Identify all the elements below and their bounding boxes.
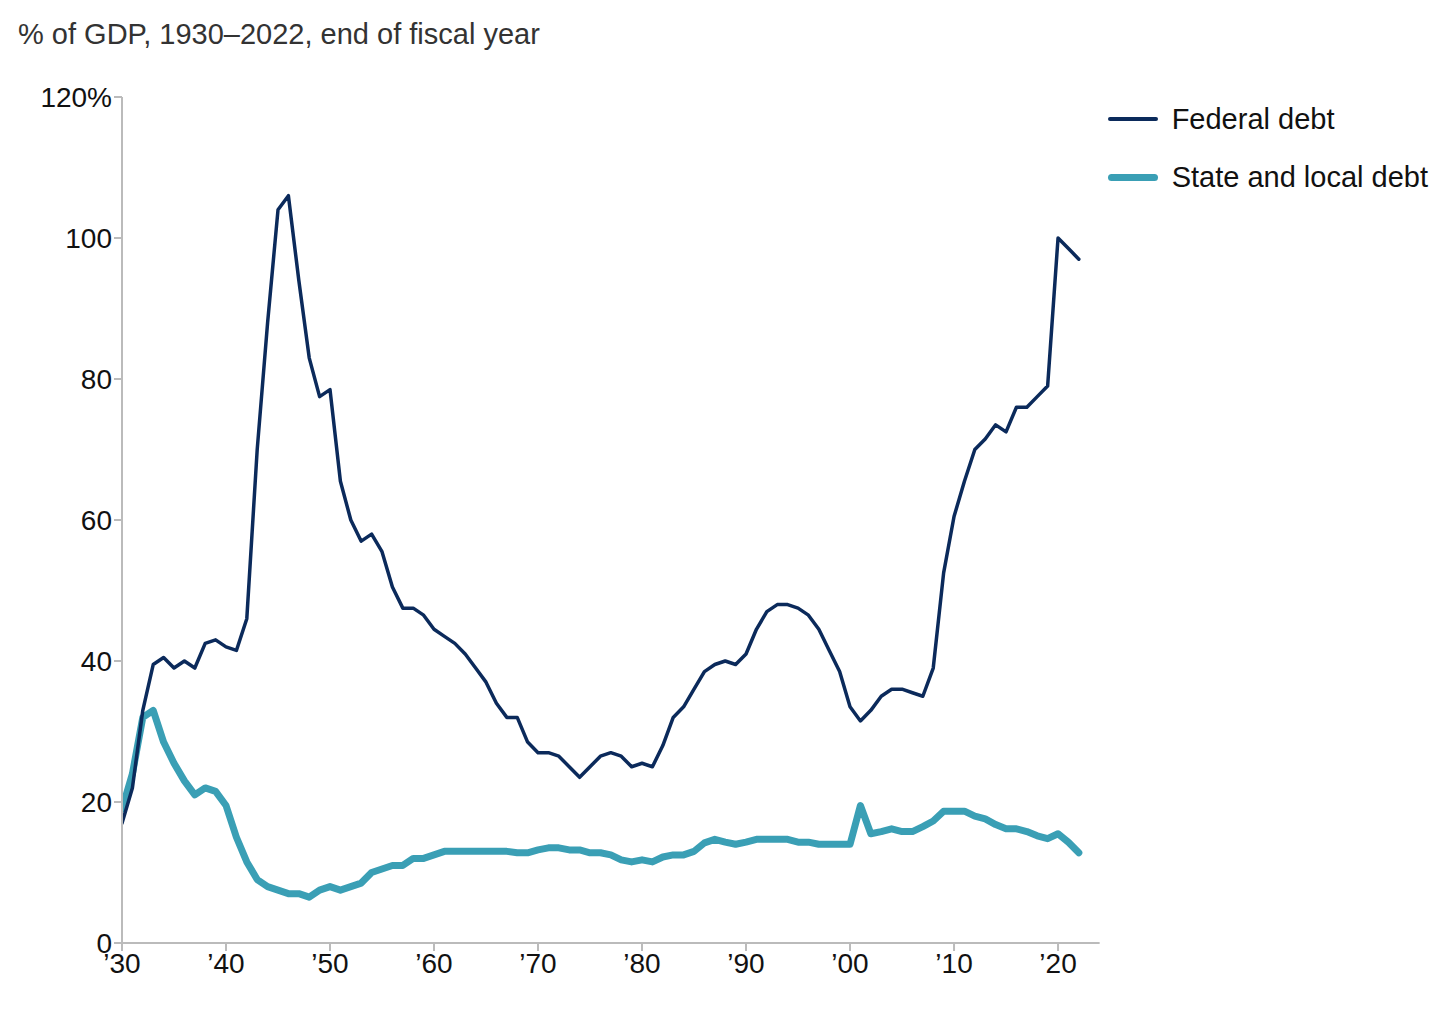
html-text:Federal debt: Federal debt (1171, 102, 1335, 135)
svg-text:’40: ’40 (207, 948, 244, 979)
svg-text:’90: ’90 (727, 948, 764, 979)
svg-text:’80: ’80 (623, 948, 660, 979)
svg-text:’10: ’10 (935, 948, 972, 979)
svg-text:’70: ’70 (519, 948, 556, 979)
svg-text:’00: ’00 (831, 948, 868, 979)
svg-text:60: 60 (81, 505, 112, 536)
svg-text:’20: ’20 (1039, 948, 1076, 979)
html-text:% of GDP, 1930–2022, end of fi: % of GDP, 1930–2022, end of fiscal year (18, 18, 540, 50)
html-text:State and local debt: State and local debt (1171, 160, 1428, 193)
svg-text:0: 0 (96, 928, 112, 959)
svg-text:80: 80 (81, 364, 112, 395)
svg-text:’50: ’50 (311, 948, 348, 979)
svg-text:’30: ’30 (103, 947, 141, 979)
svg-text:40: 40 (81, 646, 112, 677)
svg-text:120%: 120% (40, 82, 112, 113)
svg-text:’60: ’60 (415, 948, 452, 979)
svg-text:20: 20 (81, 787, 112, 818)
svg-text:100: 100 (65, 223, 112, 254)
